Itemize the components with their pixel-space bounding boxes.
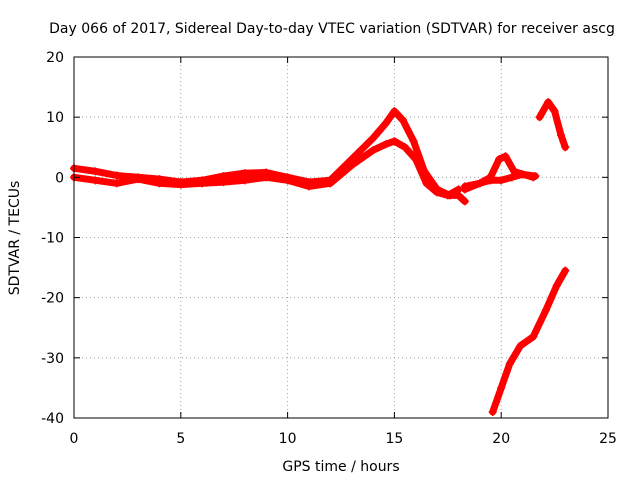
data-point [557,131,566,140]
data-point [443,191,452,200]
data-point [561,266,570,275]
y-tick-label: -30 [41,351,64,367]
data-point [409,137,418,146]
data-point [198,179,207,188]
series-track-mid-flat [460,170,538,191]
data-point [550,107,559,116]
data-point [283,176,292,185]
data-point [516,341,525,350]
grid-lines [74,57,608,418]
series-track-main-lower [70,137,463,200]
x-tick-label: 5 [176,431,185,447]
data-point [552,281,561,290]
data-point [369,134,378,143]
data-point [542,305,551,314]
x-axis-label: GPS time / hours [282,459,399,475]
data-point [529,173,538,182]
x-tick-label: 25 [599,431,617,447]
data-series [70,98,570,416]
y-tick-label: 10 [46,110,64,126]
data-point [390,107,399,116]
data-point [507,173,516,182]
chart-title: Day 066 of 2017, Sidereal Day-to-day VTE… [49,21,615,37]
data-point [112,179,121,188]
y-axis-label: SDTVAR / TECUs [7,181,23,296]
data-point [460,197,469,206]
x-tick-label: 20 [492,431,510,447]
data-point [544,98,553,107]
data-point [433,188,442,197]
data-point [390,137,399,146]
data-point [304,182,313,191]
data-point [488,407,497,416]
data-point [381,140,390,149]
series-track-main-upper [70,107,469,206]
data-point [369,146,378,155]
data-point [497,383,506,392]
y-tick-label: 0 [55,170,64,186]
data-point [326,179,335,188]
data-point [219,178,228,187]
y-tick-label: -40 [41,411,64,427]
data-point [398,116,407,125]
data-point [486,176,495,185]
axis-ticks: 0 5 10 15 20 25 -40 -30 -20 -10 0 10 20 [41,50,617,447]
data-point [422,179,431,188]
data-point [411,155,420,164]
series-track-late-lower [488,266,570,416]
data-point [501,152,510,161]
y-tick-label: -10 [41,231,64,247]
data-point [240,169,249,178]
data-point [529,332,538,341]
data-point [460,182,469,191]
data-point [497,176,506,185]
series-line [70,107,469,205]
y-tick-label: 20 [46,50,64,66]
series-line [489,267,569,416]
data-point [176,180,185,189]
series-track-late-upper [535,98,570,152]
series-line [70,137,462,199]
y-tick-label: -20 [41,291,64,307]
data-point [155,179,164,188]
data-point [347,161,356,170]
data-point [91,176,100,185]
data-point [401,143,410,152]
data-point [518,170,527,179]
data-point [505,359,514,368]
data-point [561,143,570,152]
data-point [112,171,121,180]
x-tick-label: 0 [70,431,79,447]
x-tick-label: 10 [279,431,297,447]
series-line [536,98,569,151]
data-point [91,167,100,176]
x-tick-label: 15 [385,431,403,447]
data-point [134,175,143,184]
data-point [240,176,249,185]
data-point [262,173,271,182]
data-point [495,155,504,164]
data-point [475,179,484,188]
data-point [535,113,544,122]
data-point [381,119,390,128]
